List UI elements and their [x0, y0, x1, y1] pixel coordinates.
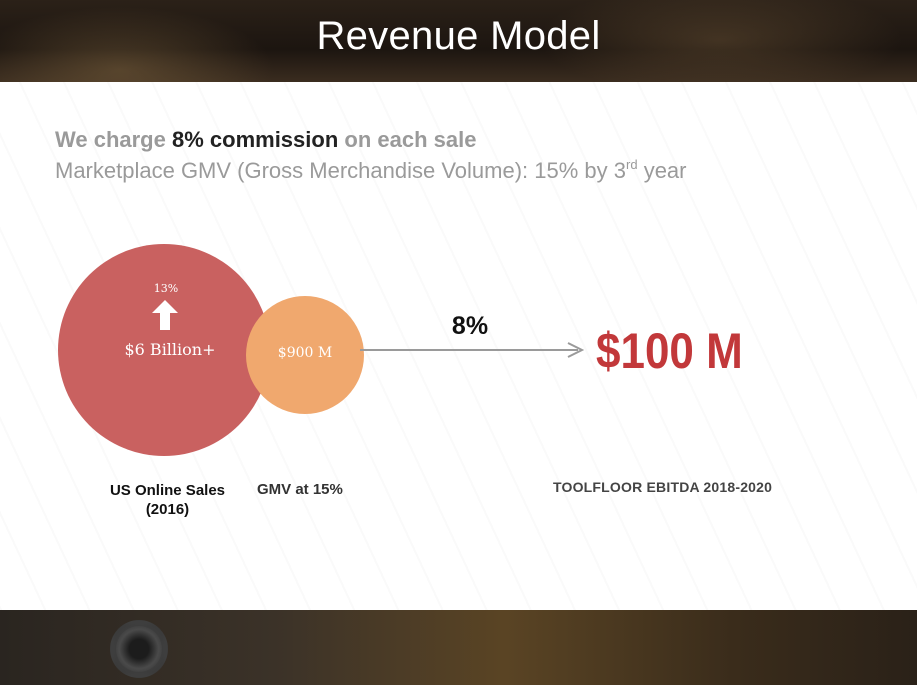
- gmv-superscript: rd: [626, 157, 638, 172]
- us-online-sales-circle: [58, 244, 270, 456]
- commission-statement: We charge 8% commission on each sale: [55, 127, 476, 153]
- us-caption-line2: (2016): [145, 501, 190, 518]
- ebitda-value: $100 M: [596, 323, 743, 379]
- gmv-text-1: Marketplace GMV (Gross Merchandise Volum…: [55, 158, 627, 183]
- commission-rate-label: 8%: [451, 312, 489, 340]
- ebitda-caption: TOOLFLOOR EBITDA 2018-2020: [553, 479, 773, 495]
- commission-text-2: on each sale: [338, 127, 477, 152]
- gmv-text-2: year: [637, 158, 687, 183]
- commission-rate: 8% commission: [171, 127, 339, 152]
- gmv-statement: Marketplace GMV (Gross Merchandise Volum…: [55, 158, 687, 184]
- gmv-value: $900 M: [277, 345, 333, 361]
- slide-title: Revenue Model: [316, 14, 601, 58]
- right-arrow-icon: [360, 342, 585, 358]
- gmv-caption: GMV at 15%: [257, 481, 343, 498]
- us-caption-line1: US Online Sales: [109, 482, 226, 499]
- footer-band: [0, 610, 917, 685]
- gmv-circle: [246, 296, 364, 414]
- us-online-sales-value: $6 Billion+: [124, 340, 216, 359]
- us-online-sales-caption: US Online Sales (2016): [95, 481, 240, 519]
- growth-label: 13%: [153, 282, 179, 295]
- commission-text-1: We charge: [55, 127, 172, 152]
- header-band: Revenue Model: [0, 0, 917, 82]
- up-arrow-icon: [152, 300, 178, 330]
